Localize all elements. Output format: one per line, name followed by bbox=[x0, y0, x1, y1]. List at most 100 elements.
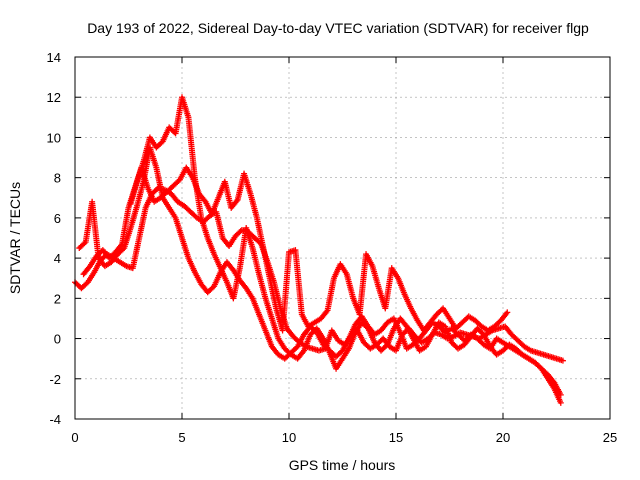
interpolated-points bbox=[269, 317, 281, 340]
interpolated-points bbox=[321, 337, 332, 354]
interpolated-points bbox=[492, 318, 503, 329]
x-tick-label: 25 bbox=[603, 430, 617, 445]
interpolated-points bbox=[486, 324, 496, 333]
interpolated-points bbox=[283, 346, 293, 357]
interpolated-points bbox=[211, 270, 223, 288]
interpolated-points bbox=[192, 270, 204, 286]
interpolated-points bbox=[408, 307, 420, 322]
interpolated-points bbox=[428, 312, 439, 325]
interpolated-points bbox=[508, 342, 518, 351]
interpolated-points bbox=[121, 226, 134, 250]
interpolated-points bbox=[128, 204, 140, 230]
interpolated-points bbox=[365, 327, 377, 344]
interpolated-points bbox=[442, 325, 454, 344]
interpolated-points bbox=[211, 252, 223, 270]
interpolated-points bbox=[209, 196, 221, 216]
x-tick-label: 5 bbox=[178, 430, 185, 445]
interpolated-points bbox=[256, 313, 268, 332]
interpolated-points bbox=[529, 348, 539, 356]
interpolated-points bbox=[165, 183, 176, 194]
interpolated-points bbox=[498, 310, 510, 323]
interpolated-points bbox=[373, 328, 383, 337]
interpolated-points bbox=[346, 323, 358, 340]
interpolated-points bbox=[317, 346, 327, 354]
interpolated-points bbox=[190, 176, 202, 195]
interpolated-points bbox=[423, 333, 435, 348]
interpolated-points bbox=[88, 254, 99, 268]
interpolated-points bbox=[497, 323, 507, 331]
y-tick-label: 2 bbox=[54, 291, 61, 306]
interpolated-points bbox=[205, 284, 216, 295]
interpolated-points bbox=[546, 373, 557, 385]
x-tick-label: 0 bbox=[71, 430, 78, 445]
interpolated-points bbox=[484, 328, 494, 337]
y-tick-label: 8 bbox=[54, 171, 61, 186]
interpolated-points bbox=[126, 186, 138, 210]
interpolated-points bbox=[386, 316, 396, 325]
interpolated-points bbox=[237, 278, 249, 290]
interpolated-points bbox=[405, 342, 415, 351]
interpolated-points bbox=[225, 260, 236, 272]
interpolated-points bbox=[379, 320, 390, 333]
interpolated-points bbox=[188, 210, 199, 220]
interpolated-points bbox=[482, 342, 492, 351]
interpolated-points bbox=[552, 381, 563, 397]
interpolated-points bbox=[150, 185, 161, 196]
interpolated-points bbox=[379, 342, 390, 353]
interpolated-points bbox=[284, 326, 296, 339]
interpolated-points bbox=[267, 277, 279, 310]
interpolated-points bbox=[473, 318, 484, 329]
y-tick-label: -4 bbox=[49, 412, 61, 427]
interpolated-points bbox=[552, 387, 563, 405]
interpolated-points bbox=[311, 346, 321, 354]
interpolated-points bbox=[356, 253, 369, 316]
interpolated-points bbox=[520, 352, 531, 361]
interpolated-points bbox=[523, 344, 533, 353]
interpolated-points bbox=[160, 196, 172, 210]
interpolated-points bbox=[250, 297, 262, 316]
interpolated-points bbox=[218, 266, 230, 284]
interpolated-points bbox=[184, 166, 195, 179]
interpolated-points bbox=[241, 172, 253, 195]
interpolated-points bbox=[179, 236, 191, 260]
interpolated-points bbox=[420, 336, 430, 345]
grid-layer bbox=[75, 57, 610, 419]
interpolated-points bbox=[402, 293, 414, 310]
interpolated-points bbox=[109, 252, 120, 264]
interpolated-points bbox=[250, 246, 262, 276]
interpolated-points bbox=[546, 377, 557, 391]
interpolated-points bbox=[147, 146, 159, 169]
plot-frame bbox=[74, 56, 611, 420]
interpolated-points bbox=[263, 297, 275, 320]
interpolated-points bbox=[437, 320, 447, 329]
interpolated-points bbox=[222, 180, 234, 209]
interpolated-points bbox=[324, 277, 337, 312]
interpolated-points bbox=[395, 277, 407, 296]
interpolated-points bbox=[313, 316, 323, 325]
interpolated-points bbox=[336, 338, 347, 347]
interpolated-points bbox=[314, 331, 326, 346]
interpolated-points bbox=[171, 177, 182, 188]
interpolated-points bbox=[441, 307, 452, 320]
interpolated-points bbox=[516, 338, 527, 349]
interpolated-points bbox=[555, 356, 565, 364]
interpolated-points bbox=[344, 273, 356, 300]
interpolated-points bbox=[103, 260, 113, 269]
data-points-layer bbox=[72, 94, 566, 406]
interpolated-points bbox=[418, 344, 428, 353]
interpolated-points bbox=[289, 344, 300, 355]
y-tick-label: 14 bbox=[47, 50, 61, 65]
series-track-c bbox=[127, 94, 564, 398]
interpolated-points bbox=[539, 366, 550, 377]
interpolated-points bbox=[475, 326, 486, 337]
interpolated-points bbox=[421, 320, 433, 333]
interpolated-points bbox=[289, 352, 299, 361]
x-tick-label: 10 bbox=[282, 430, 296, 445]
interpolated-points bbox=[85, 270, 97, 284]
interpolated-points bbox=[113, 242, 125, 254]
interpolated-points bbox=[368, 342, 379, 351]
interpolated-points bbox=[186, 256, 198, 274]
interpolated-points bbox=[329, 329, 341, 342]
interpolated-points bbox=[152, 195, 162, 204]
interpolated-points bbox=[306, 320, 317, 329]
